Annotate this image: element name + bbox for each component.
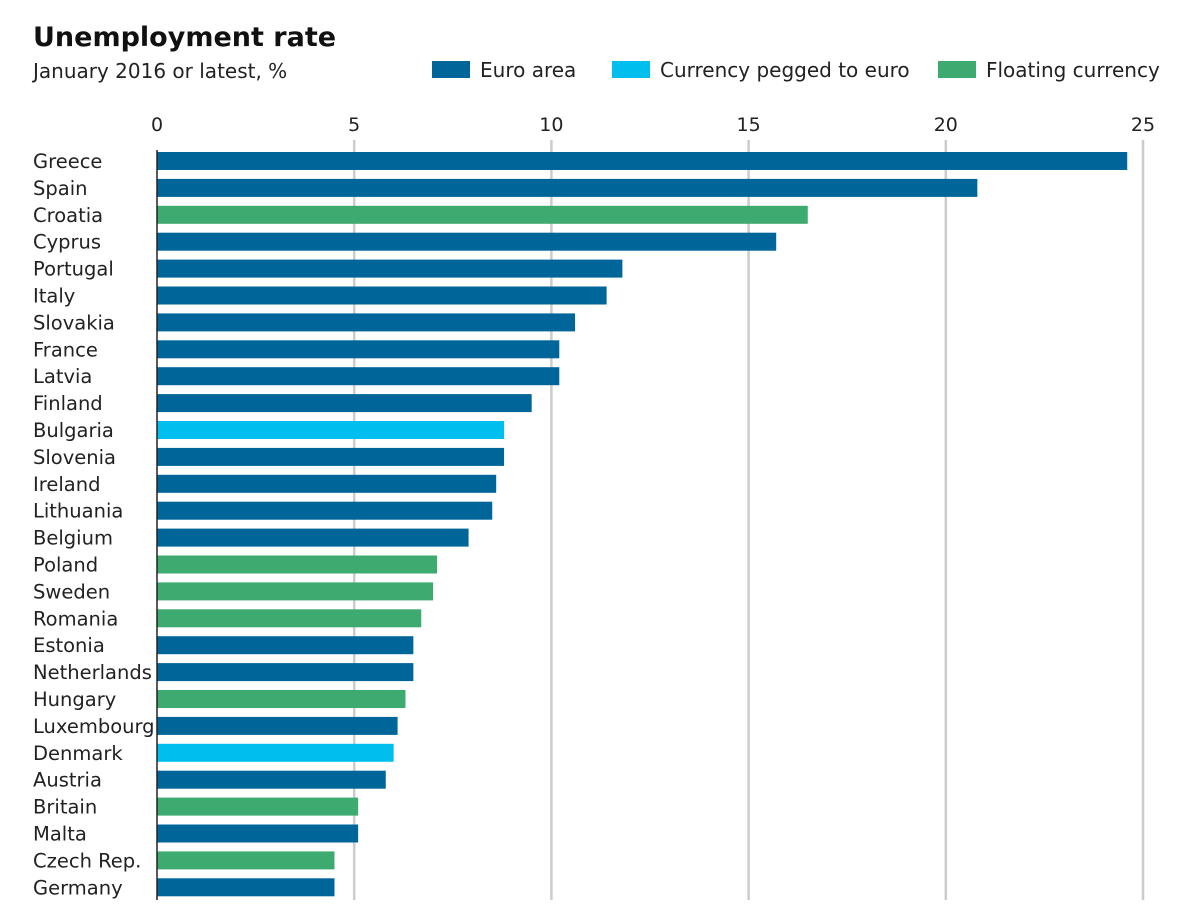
category-label: Luxembourg [33,715,155,738]
category-label: Estonia [33,634,105,657]
category-label: Netherlands [33,661,152,684]
category-label: Bulgaria [33,419,114,442]
bar-finland [157,394,532,413]
category-label: Ireland [33,473,100,496]
category-label: Latvia [33,365,92,388]
chart-title: Unemployment rate [33,22,336,53]
bar-germany [157,878,335,897]
x-tick-label-15: 15 [737,114,761,136]
legend-swatch-pegged [612,61,650,78]
category-label: Spain [33,177,87,200]
bar-romania [157,609,422,628]
category-label: Portugal [33,258,114,281]
category-label: Slovenia [33,446,116,469]
bar-denmark [157,743,394,762]
x-axis-ticks: 0 5 10 15 20 25 [151,114,1155,136]
bar-austria [157,770,386,789]
legend-label-floating: Floating currency [986,58,1160,82]
category-label: Germany [33,876,123,899]
chart-subtitle: January 2016 or latest, % [31,59,287,83]
category-label: Denmark [33,742,123,765]
category-label: Finland [33,392,103,415]
x-tick-label-20: 20 [934,114,958,136]
bar-slovakia [157,313,576,332]
bar-malta [157,824,359,843]
category-label: Sweden [33,580,110,603]
bars [157,152,1128,897]
bar-hungary [157,690,406,708]
category-labels: Greece Spain Croatia Cyprus Portugal Italy Slo… [33,150,155,899]
category-label: Hungary [33,688,116,711]
x-tick-label-5: 5 [348,114,360,136]
category-label: Lithuania [33,500,123,523]
bar-britain [157,797,359,816]
category-label: Czech Rep. [33,849,141,872]
category-label: Poland [33,554,98,577]
x-tick-label-10: 10 [539,114,563,136]
bar-czech-rep [157,851,335,870]
legend-swatch-euro [432,61,470,78]
bar-netherlands [157,663,414,682]
bar-belgium [157,528,469,547]
category-label: Austria [33,769,102,792]
category-label: Belgium [33,527,113,550]
bar-estonia [157,636,414,655]
bar-greece [157,152,1128,170]
bar-latvia [157,367,560,386]
gridlines [352,140,1145,900]
legend-label-pegged: Currency pegged to euro [660,58,910,82]
bar-portugal [157,259,623,278]
bar-luxembourg [157,716,398,735]
bar-cyprus [157,232,777,251]
category-label: Romania [33,607,118,630]
bar-sweden [157,582,434,601]
bar-slovenia [157,447,505,466]
bar-ireland [157,474,497,493]
bar-france [157,340,560,359]
bar-spain [157,178,978,197]
category-label: Cyprus [33,231,101,254]
bar-poland [157,555,438,574]
x-tick-label-25: 25 [1131,114,1155,136]
category-label: Slovakia [33,311,115,334]
category-label: Italy [33,285,75,308]
bar-croatia [157,205,808,224]
category-label: Malta [33,823,87,846]
category-label: Britain [33,796,97,819]
bar-italy [157,286,607,305]
bar-bulgaria [157,421,505,439]
x-tick-label-0: 0 [151,114,163,136]
legend-swatch-floating [938,61,976,78]
bar-lithuania [157,501,493,520]
category-label: Croatia [33,204,103,227]
legend-label-euro: Euro area [480,58,576,82]
category-label: France [33,338,98,361]
legend: Euro area Currency pegged to euro Floating… [432,58,1160,82]
category-label: Greece [33,150,102,173]
